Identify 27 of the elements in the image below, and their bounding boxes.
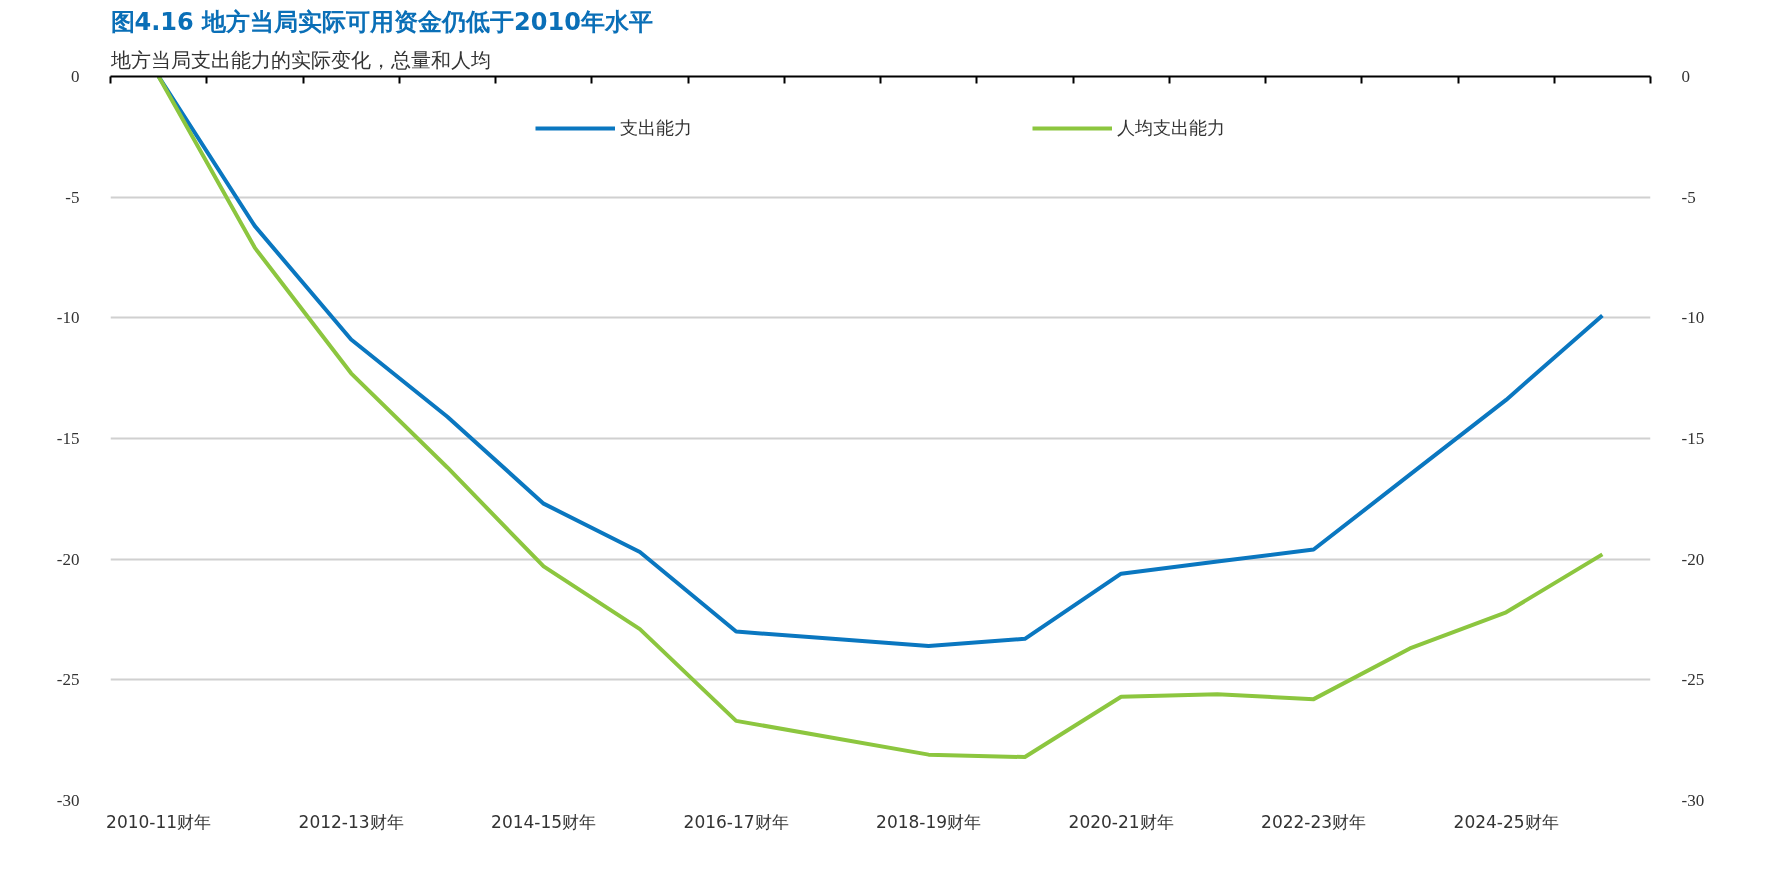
y-tick-label: -5 xyxy=(65,187,80,207)
y2-tick-label: -30 xyxy=(1681,791,1705,810)
y2-tick-label: 0 xyxy=(1681,67,1690,86)
x-tick-label: 2016-17财年 xyxy=(683,811,789,832)
y-tick-label: -30 xyxy=(56,791,80,810)
x-tick-label: 2010-11财年 xyxy=(106,811,212,832)
y-tick-label: -10 xyxy=(56,308,80,328)
x-tick-label: 2012-13财年 xyxy=(298,811,404,832)
x-tick-label: 2014-15财年 xyxy=(491,811,597,832)
line-series xyxy=(156,76,1605,760)
y-tick-label: -15 xyxy=(56,429,80,448)
y2-tick-label: -15 xyxy=(1681,429,1705,448)
y2-tick-label: -25 xyxy=(1681,670,1705,690)
chart-subtitle: 地方当局支出能力的实际变化，总量和人均 xyxy=(109,47,491,72)
y-tick-label: -25 xyxy=(56,670,80,690)
y2-tick-label: -5 xyxy=(1681,187,1696,207)
y-tick-label: -20 xyxy=(56,549,80,569)
legend-label: 支出能力 xyxy=(620,116,692,140)
x-tick-label: 2018-19财年 xyxy=(876,811,982,832)
chart-title: 图4.16 地方当局实际可用资金仍低于2010年水平 xyxy=(110,7,653,36)
x-tick-label: 2022-23财年 xyxy=(1261,811,1367,832)
y2-tick-label: -20 xyxy=(1681,549,1705,569)
legend-label: 人均支出能力 xyxy=(1117,116,1225,140)
x-tick-label: 2020-21财年 xyxy=(1068,811,1174,832)
y-tick-label: 0 xyxy=(71,67,80,86)
y2-tick-label: -10 xyxy=(1681,308,1705,328)
x-tick-label: 2024-25财年 xyxy=(1453,811,1559,832)
